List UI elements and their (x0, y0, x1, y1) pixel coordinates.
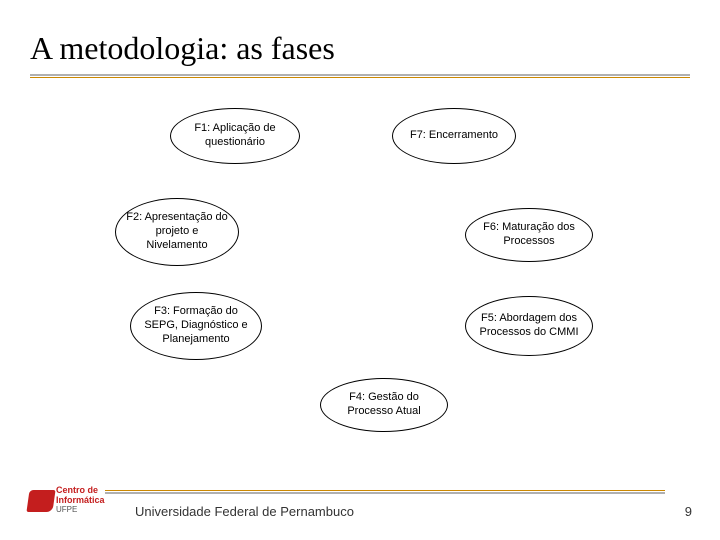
logo-mark (26, 490, 55, 512)
phase-node-f5: F5: Abordagem dos Processos do CMMI (465, 296, 593, 356)
logo: Centro deInformáticaUFPE (28, 486, 98, 518)
page-number: 9 (685, 504, 692, 519)
title-divider (30, 74, 690, 78)
phase-node-f3: F3: Formação do SEPG, Diagnóstico e Plan… (130, 292, 262, 360)
phase-node-f4: F4: Gestão do Processo Atual (320, 378, 448, 432)
footer-institution: Universidade Federal de Pernambuco (135, 504, 354, 519)
phase-node-f6: F6: Maturação dos Processos (465, 208, 593, 262)
phase-node-f7: F7: Encerramento (392, 108, 516, 164)
footer-divider (105, 490, 665, 494)
phase-node-f2: F2: Apresentação do projeto e Nivelament… (115, 198, 239, 266)
logo-text: Centro deInformáticaUFPE (56, 486, 105, 515)
phase-node-f1: F1: Aplicação de questionário (170, 108, 300, 164)
page-title: A metodologia: as fases (30, 30, 335, 67)
